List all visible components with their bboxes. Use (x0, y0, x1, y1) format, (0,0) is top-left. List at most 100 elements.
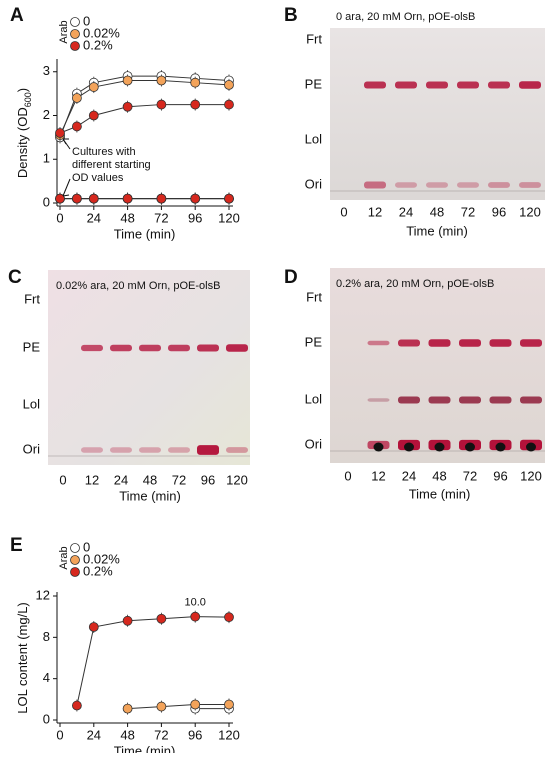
lane-label: 24 (399, 204, 413, 219)
row-label: Frt (24, 291, 40, 306)
tlc-spot (526, 442, 536, 452)
lane-label: 72 (461, 204, 475, 219)
row-label: Ori (305, 436, 322, 451)
row-label: Frt (306, 289, 322, 304)
data-point (72, 121, 82, 132)
tlc-band (519, 182, 541, 188)
row-label: PE (23, 339, 41, 354)
legend-label: 0 (83, 539, 90, 554)
tlc-band (428, 339, 451, 347)
tlc-band (457, 182, 479, 188)
lane-label: 12 (371, 468, 385, 483)
data-point (55, 128, 65, 138)
x-tick-label: 96 (188, 210, 202, 225)
lane-label: 120 (520, 468, 542, 483)
y-tick-label: 2 (43, 107, 50, 122)
tlc-band (520, 339, 542, 347)
legend-marker (70, 41, 80, 51)
data-point (224, 612, 234, 623)
legend-marker (70, 29, 80, 39)
legend-marker (70, 543, 80, 553)
data-point (156, 193, 167, 204)
data-point (156, 613, 167, 624)
y-tick-label: 8 (43, 629, 50, 644)
y-tick-label: 3 (43, 63, 50, 78)
lane-label: 120 (226, 472, 248, 487)
tlc-band (426, 81, 448, 89)
tlc-band (364, 181, 386, 189)
lane-label: 96 (201, 472, 215, 487)
data-point (190, 77, 201, 88)
y-axis-label-part: 600 (23, 92, 33, 107)
tlc-band (489, 396, 512, 404)
tlc-band (395, 182, 417, 188)
lane-label: 24 (114, 472, 128, 487)
y-tick-label: 12 (36, 587, 50, 602)
plate-caption: 0.02% ara, 20 mM Orn, pOE-olsB (56, 280, 220, 292)
data-point (190, 611, 201, 622)
y-axis-label-part: LOL content (mg/L) (15, 602, 30, 714)
tlc-band (197, 344, 219, 352)
tlc-band (81, 344, 103, 352)
legend-label: 0.2% (83, 37, 113, 52)
x-tick-label: 24 (87, 727, 101, 742)
series-line (59, 75, 230, 138)
data-point (72, 93, 82, 103)
tlc-band (364, 81, 386, 89)
data-point (88, 622, 99, 632)
tlc-spot (434, 442, 445, 452)
tlc-plate (330, 268, 545, 463)
lane-label: 0 (344, 468, 351, 483)
legend-marker (70, 567, 80, 577)
panel-letter: A (10, 5, 24, 26)
y-axis-label-part: Density (OD (15, 107, 30, 178)
x-axis-label: Time (min) (406, 223, 468, 238)
x-axis-label: Time (min) (114, 743, 176, 753)
data-point (190, 699, 201, 710)
x-tick-label: 72 (154, 727, 168, 742)
row-label: Frt (306, 31, 322, 46)
y-tick-label: 0 (43, 711, 50, 726)
row-label: PE (305, 334, 323, 349)
y-tick-label: 0 (43, 194, 50, 209)
legend-label: 0.2% (83, 563, 113, 578)
data-point (88, 193, 99, 204)
plate-caption: 0.2% ara, 20 mM Orn, pOE-olsB (336, 278, 494, 290)
tlc-band (367, 340, 390, 346)
panel-letter: B (284, 5, 298, 26)
tlc-band (459, 396, 481, 404)
tlc-band (197, 445, 219, 455)
legend-label: 0.02% (83, 551, 120, 566)
lane-label: 48 (430, 204, 444, 219)
row-label: Lol (305, 131, 322, 146)
x-axis-label: Time (min) (409, 486, 471, 501)
tlc-band (226, 344, 248, 352)
legend-title: Arab (58, 20, 70, 43)
lane-label: 0 (340, 204, 347, 219)
data-point (122, 615, 133, 626)
data-point (156, 99, 167, 110)
y-tick-label: 4 (43, 670, 50, 685)
lane-label: 96 (492, 204, 506, 219)
tlc-band (367, 398, 390, 402)
lane-label: 72 (463, 468, 477, 483)
y-tick-label: 1 (43, 151, 50, 166)
legend-label: 0 (83, 13, 90, 28)
x-tick-label: 48 (120, 727, 134, 742)
tlc-band (398, 339, 420, 347)
y-axis-label: LOL content (mg/L) (15, 602, 30, 714)
data-point (156, 75, 167, 86)
tlc-band (168, 344, 190, 352)
data-point (224, 79, 234, 90)
annotation: OD values (72, 172, 124, 184)
tlc-band (488, 182, 510, 188)
lane-label: 48 (432, 468, 446, 483)
x-tick-label: 0 (56, 727, 63, 742)
lane-label: 12 (85, 472, 99, 487)
y-axis-label: Density (OD600) (15, 88, 33, 178)
row-label: Lol (23, 396, 40, 411)
data-point (190, 193, 201, 204)
tlc-band (520, 396, 542, 404)
tlc-band (457, 81, 479, 89)
